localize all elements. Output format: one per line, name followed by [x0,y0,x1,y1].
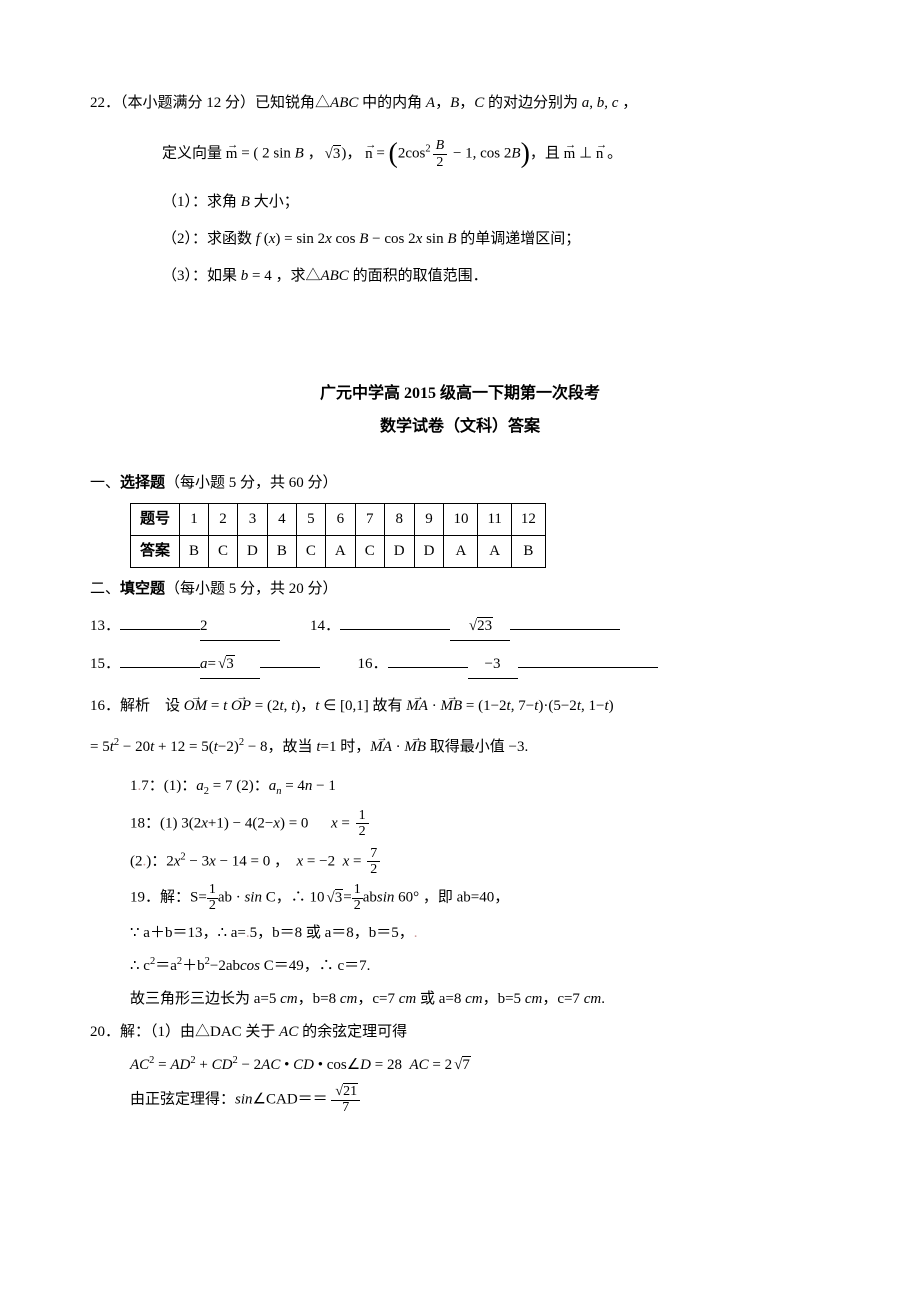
sol17: 1.7：(1)：a2 = 7 (2)：an = 4n − 1 [130,773,830,802]
q22-p3: （3）：如果 b = 4 ，求△ABC 的面积的取值范围． [162,263,830,290]
b16-prefix [388,667,468,668]
b16: −3 [468,651,518,679]
ans-label: 答案 [131,535,180,567]
sol16: 16．解析 设 OM = t OP = (2t, t)，t ∈ [0,1] 故有… [90,693,830,720]
q22-p1: （1）：求角 B 大小； [162,189,830,216]
b13-label: 13． [90,618,120,634]
sec1-tail: （每小题 5 分，共 60 分） [165,475,338,491]
table-row: 题号 1 2 3 4 5 6 7 8 9 10 11 12 [131,503,546,535]
b13: 2 [200,613,280,641]
b15-prefix [120,667,200,668]
q22-number: 22． [90,95,120,111]
b14-suffix [510,629,620,630]
b14-label: 14． [310,618,340,634]
sol20-head: 20．解：（1）由△DAC 关于 AC 的余弦定理可得 [90,1019,830,1046]
b15-suffix [260,667,320,668]
title-line1: 广元中学高 2015 级高一下期第一次段考 [90,380,830,409]
solutions-block: 1.7：(1)：a2 = 7 (2)：an = 4n − 1 18：(1) 3(… [130,773,830,1115]
section-choice: 一、选择题（每小题 5 分，共 60 分） [90,470,830,497]
sec2-bold: 填空题 [120,581,165,597]
sol19-l3: ∴ c2＝a2＋b2−2abcos C＝49，∴ c＝7. [130,953,830,980]
b16-label: 16． [358,656,388,672]
q22-head: 22．（本小题满分 12 分）已知锐角△ABC 中的内角 A，B，C 的对边分别… [90,90,830,117]
answer-table: 题号 1 2 3 4 5 6 7 8 9 10 11 12 答案 B C D B… [130,503,546,568]
b14: 23 [450,613,510,641]
b15: a=3 [200,651,260,679]
b15-label: 15． [90,656,120,672]
q22: 22．（本小题满分 12 分）已知锐角△ABC 中的内角 A，B，C 的对边分别… [90,90,830,290]
sol19-l1: 19．解：S=12ab · sin C，∴ 103=12absin 60° ，即… [130,883,830,913]
b14-prefix [340,629,450,630]
sec1-label: 一、 [90,475,120,491]
q22-p2: （2）：求函数 f (x) = sin 2x cos B − cos 2x si… [162,226,830,253]
sol20-l2: 由正弦定理得：sin∠CAD＝＝ 217 [130,1085,830,1115]
b16-suffix [518,667,658,668]
sol16-l2: = 5t2 − 20t + 12 = 5(t−2)2 − 8，故当 t=1 时，… [90,734,830,761]
sec2-tail: （每小题 5 分，共 20 分） [165,581,338,597]
answer-title: 广元中学高 2015 级高一下期第一次段考 数学试卷（文科）答案 [90,380,830,442]
fill-blanks: 13． 2 14． 23 15． a=3 16． −3 [90,613,830,679]
q22-vec: 定义向量 m = ( 2 sin B ，3)， n = (2cos2B2 − 1… [162,129,830,179]
sol18-l2: (2.)：2x2 − 3x − 14 = 0 ， x = −2 x = 72 [130,846,830,878]
q22-head-text: （本小题满分 12 分）已知锐角△ABC 中的内角 A，B，C 的对边分别为 a… [120,95,637,111]
sol18-l1: 18：(1) 3(2x+1) − 4(2−x) = 0 x = 12 [130,808,830,840]
title-line2: 数学试卷（文科）答案 [90,413,830,442]
sol20-l1: AC2 = AD2 + CD2 − 2AC • CD • cos∠D = 28 … [130,1052,830,1079]
b13-prefix [120,629,200,630]
sec2-label: 二、 [90,581,120,597]
head-label: 题号 [131,503,180,535]
sec1-bold: 选择题 [120,475,165,491]
sol19-l4: 故三角形三边长为 a=5 cm，b=8 cm，c=7 cm 或 a=8 cm，b… [130,986,830,1013]
sol19-l2: ∵ a＋b＝13，∴ a=.5，b＝8 或 a＝8，b＝5，. [130,920,830,947]
table-row: 答案 B C D B C A C D D A A B [131,535,546,567]
section-fill: 二、填空题（每小题 5 分，共 20 分） [90,576,830,603]
